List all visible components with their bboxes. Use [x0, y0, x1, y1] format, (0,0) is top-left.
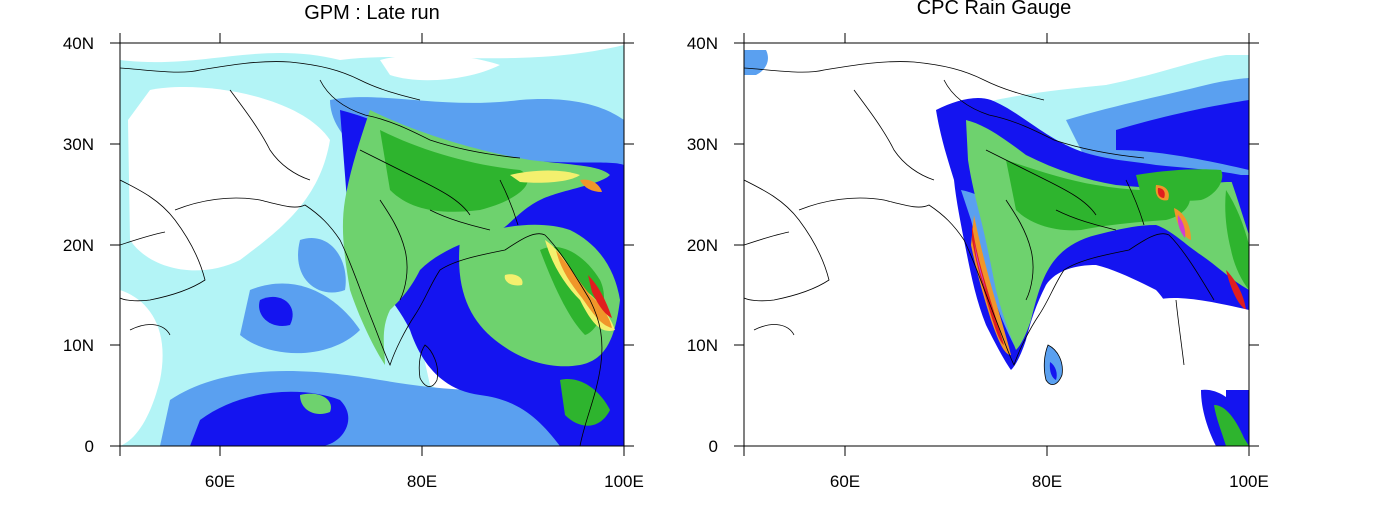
gpm-lat-label-40: 40N	[63, 34, 94, 53]
cpc-lon-label-60: 60E	[830, 472, 860, 491]
gpm-lon-label-100: 100E	[604, 472, 644, 491]
cpc-lat-label-20: 20N	[687, 236, 718, 255]
gpm-map: 40N 30N 20N 10N 0 60E 80E 100E	[63, 33, 644, 491]
cpc-lat-label-30: 30N	[687, 135, 718, 154]
cpc-rainfall-field	[744, 43, 1249, 446]
gpm-lat-label-20: 20N	[63, 236, 94, 255]
cpc-lat-label-0: 0	[709, 437, 718, 456]
cpc-ticks	[734, 33, 1259, 456]
gpm-lat-label-0: 0	[85, 437, 94, 456]
cpc-panel-title: CPC Rain Gauge	[916, 0, 1072, 19]
gpm-ticks	[110, 33, 634, 456]
cpc-lon-label-100: 100E	[1229, 472, 1269, 491]
gpm-lat-label-10: 10N	[63, 336, 94, 355]
gpm-rainfall-field	[120, 43, 624, 446]
cpc-lon-label-80: 80E	[1032, 472, 1062, 491]
gpm-panel: GPM : Late run	[0, 0, 686, 507]
gpm-lon-label-80: 80E	[407, 472, 437, 491]
gpm-lat-label-30: 30N	[63, 135, 94, 154]
cpc-map: 40N 30N 20N 10N 0 60E 80E 100E	[687, 33, 1269, 491]
gpm-panel-title: GPM : Late run	[304, 2, 440, 24]
cpc-coastlines	[744, 61, 1215, 385]
gpm-lon-label-60: 60E	[205, 472, 235, 491]
cpc-panel: CPC Rain Gauge	[686, 0, 1373, 507]
gpm-coastlines	[120, 61, 603, 446]
cpc-lat-label-10: 10N	[687, 336, 718, 355]
cpc-lat-label-40: 40N	[687, 34, 718, 53]
